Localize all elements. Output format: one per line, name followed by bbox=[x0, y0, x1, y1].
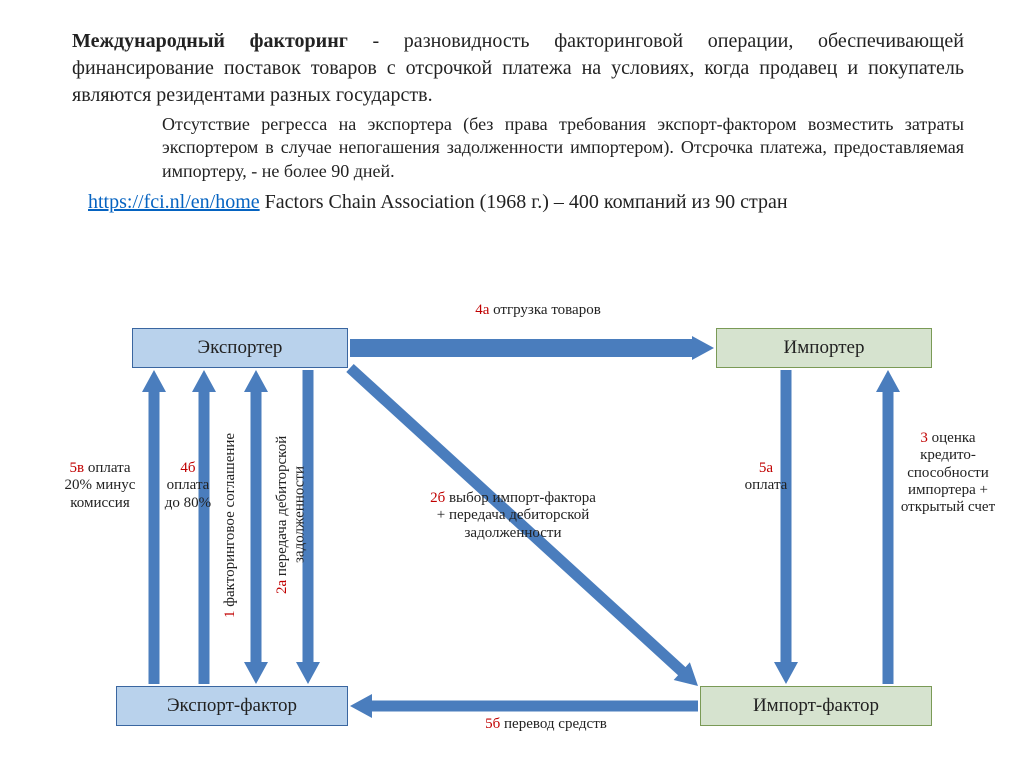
label-5b: 5б перевод средств bbox=[456, 716, 636, 733]
intro-paragraph: Международный факторинг - разновидность … bbox=[72, 28, 964, 109]
detail-paragraph: Отсутствие регресса на экспортера (без п… bbox=[162, 113, 964, 183]
link-line: https://fci.nl/en/home Factors Chain Ass… bbox=[88, 191, 964, 214]
label-3: 3 оценка кредито-способности импортера +… bbox=[898, 430, 998, 516]
intro-bold: Международный факторинг bbox=[72, 30, 348, 52]
label-5a: 5а оплата bbox=[736, 460, 796, 495]
node-importer: Импортер bbox=[716, 328, 932, 368]
label-2a: 2а передача дебиторской задолженности bbox=[274, 400, 309, 630]
label-5v: 5в оплата 20% минус комиссия bbox=[60, 460, 140, 512]
label-1: 1 факторинговое соглашение bbox=[222, 420, 239, 630]
label-2b: 2б выбор импорт-фактора + передача дебит… bbox=[428, 490, 598, 542]
label-4b: 4б оплата до 80% bbox=[162, 460, 214, 512]
node-exporter: Экспортер bbox=[132, 328, 348, 368]
link-rest: Factors Chain Association (1968 г.) – 40… bbox=[260, 191, 788, 213]
node-export-factor: Экспорт-фактор bbox=[116, 686, 348, 726]
factoring-diagram: Экспортер Импортер Экспорт-фактор Импорт… bbox=[68, 300, 968, 740]
node-import-factor: Импорт-фактор bbox=[700, 686, 932, 726]
fci-link[interactable]: https://fci.nl/en/home bbox=[88, 191, 260, 213]
label-4a: 4а отгрузка товаров bbox=[448, 302, 628, 319]
